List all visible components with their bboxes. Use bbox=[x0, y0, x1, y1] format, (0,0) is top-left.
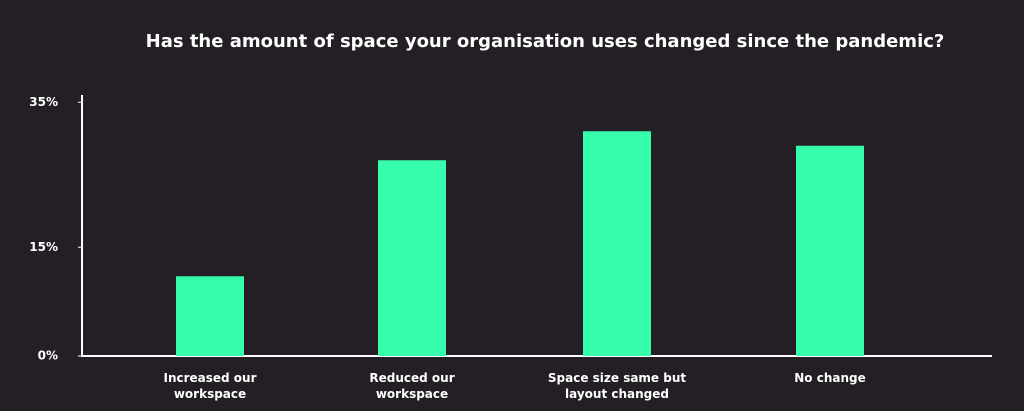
bar bbox=[176, 276, 244, 356]
chart-title: Has the amount of space your organisatio… bbox=[146, 31, 945, 52]
y-tick-label: 35% bbox=[29, 95, 58, 109]
x-tick-label: Space size same but layout changed bbox=[547, 371, 687, 401]
bar bbox=[378, 160, 446, 356]
y-tick-label: 15% bbox=[29, 240, 58, 254]
bar bbox=[583, 131, 651, 356]
x-tick-label: No change bbox=[794, 371, 866, 385]
bar bbox=[796, 145, 864, 356]
y-tick-label: 0% bbox=[38, 349, 58, 363]
x-tick-label: Increased our workspace bbox=[163, 371, 257, 401]
x-tick-label: Reduced our workspace bbox=[369, 371, 455, 401]
